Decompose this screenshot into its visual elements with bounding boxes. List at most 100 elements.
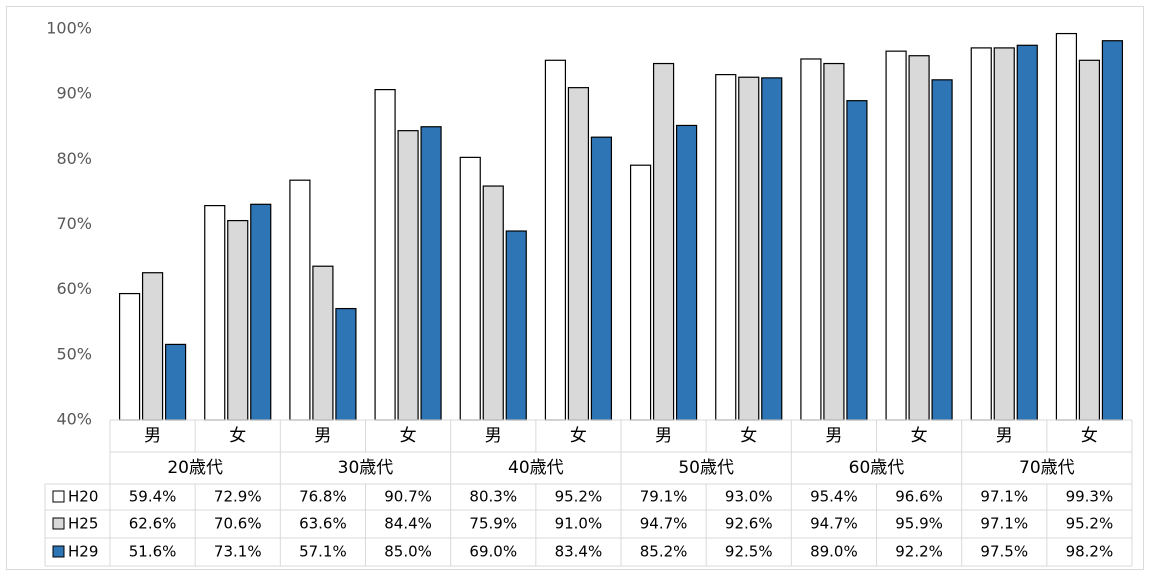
subcategory-label: 男 xyxy=(485,426,502,446)
bar-h25-10 xyxy=(993,47,1015,421)
bar-h20-6 xyxy=(629,164,652,421)
subcategory-label: 男 xyxy=(655,426,672,446)
subcategory-label: 男 xyxy=(144,426,161,446)
y-tick-label: 90% xyxy=(56,84,92,103)
y-tick-label: 100% xyxy=(46,19,92,38)
bar-h25-2 xyxy=(312,265,334,421)
subcategory-label: 女 xyxy=(570,426,587,446)
bar-h29-5 xyxy=(590,136,613,421)
data-label: 95.9% xyxy=(895,515,943,533)
bar-h25-11 xyxy=(1078,59,1101,421)
chart-frame xyxy=(6,6,1144,570)
data-label: 98.2% xyxy=(1066,543,1114,561)
subcategory-label: 男 xyxy=(996,426,1013,446)
data-label: 94.7% xyxy=(640,515,688,533)
subcategory-label: 女 xyxy=(911,426,928,446)
bar-h29-9 xyxy=(931,79,953,421)
bar-h29-4 xyxy=(505,230,527,421)
bar-h20-2 xyxy=(289,179,311,421)
bar-h29-6 xyxy=(675,124,698,421)
data-label: 51.6% xyxy=(129,543,177,561)
subcategory-label: 男 xyxy=(825,426,842,446)
bar-h25-9 xyxy=(908,55,930,421)
data-label: 75.9% xyxy=(469,515,517,533)
bar-h25-8 xyxy=(823,62,845,421)
data-label: 99.3% xyxy=(1066,488,1114,506)
data-label: 59.4% xyxy=(129,488,177,506)
y-tick-label: 70% xyxy=(56,214,92,233)
data-label: 70.6% xyxy=(214,515,262,533)
data-label: 80.3% xyxy=(469,488,517,506)
bar-h20-4 xyxy=(459,156,481,421)
data-label: 94.7% xyxy=(810,515,858,533)
data-label: 76.8% xyxy=(299,488,347,506)
legend-swatch-h20 xyxy=(52,490,65,503)
bar-h25-3 xyxy=(397,130,419,421)
data-label: 97.1% xyxy=(980,515,1028,533)
group-label: 40歳代 xyxy=(508,458,564,478)
subcategory-label: 女 xyxy=(740,426,757,446)
bar-h25-7 xyxy=(738,76,760,421)
data-label: 62.6% xyxy=(129,515,177,533)
y-tick-label: 80% xyxy=(56,149,92,168)
data-label: 96.6% xyxy=(895,488,943,506)
bar-h20-10 xyxy=(970,47,992,421)
bar-h20-5 xyxy=(544,59,567,421)
data-label: 92.6% xyxy=(725,515,773,533)
legend-swatch-h29 xyxy=(52,545,65,558)
bar-h20-11 xyxy=(1055,32,1078,421)
bar-h29-11 xyxy=(1101,40,1124,421)
group-label: 20歳代 xyxy=(167,458,223,478)
bar-h25-6 xyxy=(652,62,675,421)
data-label: 92.2% xyxy=(895,543,943,561)
data-label: 92.5% xyxy=(725,543,773,561)
legend-swatch-h25 xyxy=(52,517,65,530)
bar-h29-10 xyxy=(1016,44,1038,421)
data-label: 91.0% xyxy=(555,515,603,533)
bar-h20-9 xyxy=(885,50,907,421)
group-label: 60歳代 xyxy=(849,458,905,478)
bar-h29-7 xyxy=(761,77,783,421)
bar-h29-0 xyxy=(164,343,187,421)
bar-h29-1 xyxy=(250,203,272,421)
data-label: 85.0% xyxy=(384,543,432,561)
data-label: 95.2% xyxy=(1066,515,1114,533)
bar-h25-4 xyxy=(482,185,504,421)
data-label: 95.2% xyxy=(555,488,603,506)
subcategory-label: 女 xyxy=(400,426,417,446)
data-label: 97.1% xyxy=(980,488,1028,506)
y-tick-label: 60% xyxy=(56,279,92,298)
data-label: 69.0% xyxy=(469,543,517,561)
data-label: 84.4% xyxy=(384,515,432,533)
bar-h29-2 xyxy=(335,307,357,421)
bar-h25-1 xyxy=(227,219,249,421)
subcategory-label: 男 xyxy=(314,426,331,446)
group-label: 70歳代 xyxy=(1019,458,1075,478)
bar-h29-3 xyxy=(420,126,442,421)
data-label: 90.7% xyxy=(384,488,432,506)
data-label: 97.5% xyxy=(980,543,1028,561)
legend-label-h20: H20 xyxy=(68,488,98,506)
data-label: 93.0% xyxy=(725,488,773,506)
data-label: 63.6% xyxy=(299,515,347,533)
data-label: 95.4% xyxy=(810,488,858,506)
group-label: 30歳代 xyxy=(338,458,394,478)
bar-h25-5 xyxy=(567,87,590,421)
legend-label-h29: H29 xyxy=(68,543,98,561)
bar-h20-8 xyxy=(800,58,822,421)
bar-h25-0 xyxy=(141,272,164,421)
bar-h29-8 xyxy=(846,100,868,421)
y-tick-label: 40% xyxy=(56,410,92,429)
y-tick-label: 50% xyxy=(56,344,92,363)
data-label: 72.9% xyxy=(214,488,262,506)
data-label: 85.2% xyxy=(640,543,688,561)
data-label: 79.1% xyxy=(640,488,688,506)
legend-label-h25: H25 xyxy=(68,515,98,533)
data-label: 89.0% xyxy=(810,543,858,561)
subcategory-label: 女 xyxy=(1081,426,1098,446)
group-label: 50歳代 xyxy=(678,458,734,478)
subcategory-label: 女 xyxy=(229,426,246,446)
bar-h20-7 xyxy=(715,74,737,421)
data-label: 57.1% xyxy=(299,543,347,561)
